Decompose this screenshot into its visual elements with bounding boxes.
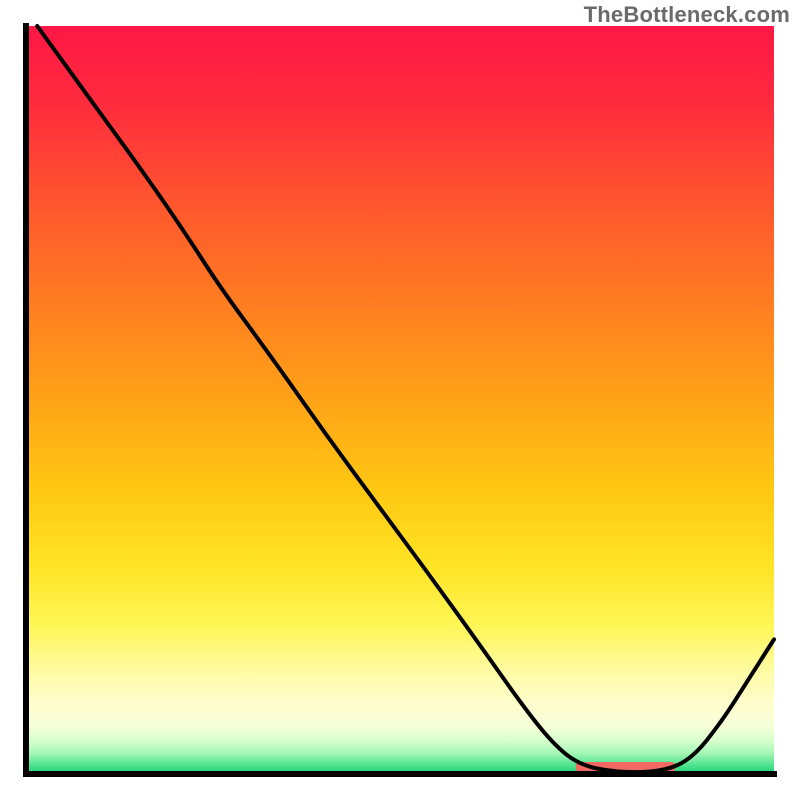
chart-container: TheBottleneck.com [0,0,800,800]
plot-background [26,26,774,774]
bottleneck-chart [0,0,800,800]
